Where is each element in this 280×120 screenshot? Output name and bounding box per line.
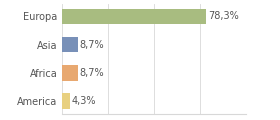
Text: 8,7%: 8,7% [80,40,104,50]
Bar [62,37,78,52]
Text: 4,3%: 4,3% [71,96,96,106]
Bar [62,93,69,109]
Text: 8,7%: 8,7% [80,68,104,78]
Text: 78,3%: 78,3% [208,11,239,21]
Bar [62,9,206,24]
Bar [62,65,78,81]
